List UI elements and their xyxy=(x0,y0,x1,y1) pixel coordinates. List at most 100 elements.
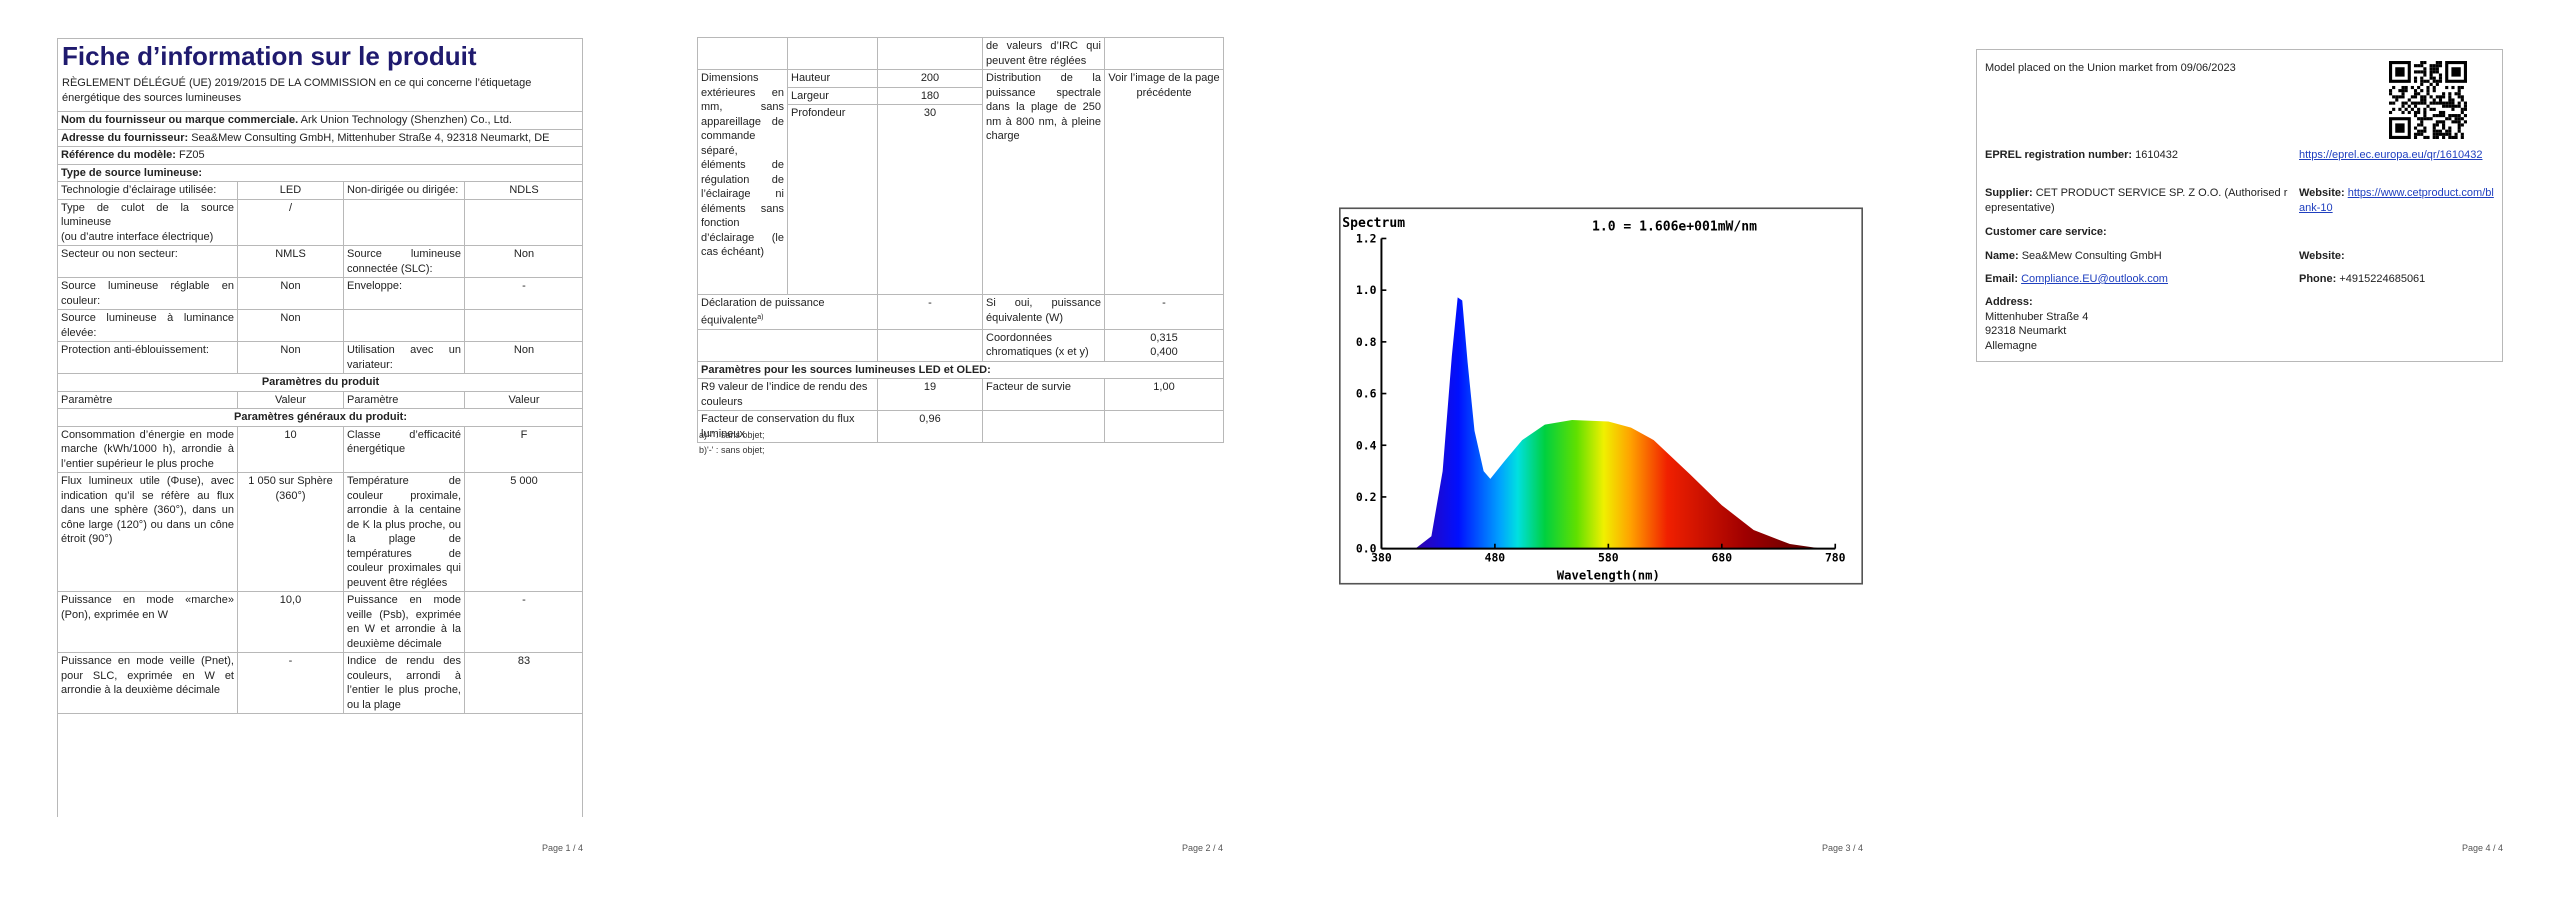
qr-module xyxy=(2420,95,2424,99)
qr-module xyxy=(2442,104,2446,108)
qr-module xyxy=(2423,98,2427,102)
qr-module xyxy=(2420,76,2424,80)
qr-module xyxy=(2442,126,2446,130)
cell: 5 000 xyxy=(464,472,582,592)
qr-module xyxy=(2451,107,2455,111)
page-2: Page 2 / 4 xyxy=(640,0,1280,905)
cell: Paramètre xyxy=(58,390,238,409)
cell: Source lumineuse à luminance élevée: xyxy=(58,309,238,342)
qr-module xyxy=(2442,135,2446,139)
y-tick-label: 0.0 xyxy=(1356,542,1377,556)
section: Paramètres pour les sources lumineuses L… xyxy=(697,360,1224,380)
address-line: Mittenhuber Straße 4 xyxy=(1985,310,2089,323)
qr-module xyxy=(2407,104,2411,108)
qr-module xyxy=(2420,123,2424,127)
qr-module xyxy=(2417,110,2421,115)
cell xyxy=(343,198,465,246)
x-tick-label: 780 xyxy=(1825,551,1846,565)
qr-module xyxy=(2423,79,2427,83)
qr-module xyxy=(2460,123,2464,127)
value: FZ05 xyxy=(178,149,205,161)
cell: Facteur de survie xyxy=(982,378,1105,412)
care-title: Customer care service: xyxy=(1985,226,2107,238)
qr-module xyxy=(2417,64,2421,68)
cell: 83 xyxy=(464,652,582,714)
section: Paramètres généraux du produit: xyxy=(58,408,582,427)
qr-module xyxy=(2423,73,2427,77)
qr-module xyxy=(2448,117,2452,121)
qr-module xyxy=(2410,95,2414,99)
cell: 30 xyxy=(877,104,983,295)
qr-module xyxy=(2460,95,2464,99)
row: Technologie d’éclairage utilisée: LED Non-… xyxy=(58,181,582,200)
page-number: Page 4 / 4 xyxy=(2461,843,2503,853)
qr-module xyxy=(2448,129,2452,133)
label: EPREL registration number: xyxy=(1985,149,2133,161)
row: Source lumineuse à luminance élevée: Non xyxy=(58,309,582,342)
cell: Valeur xyxy=(464,390,582,409)
cell xyxy=(464,198,582,246)
qr-finder xyxy=(2395,123,2405,133)
qr-module xyxy=(2423,110,2427,115)
qr-module xyxy=(2438,132,2443,136)
x-tick-label: 680 xyxy=(1711,551,1732,565)
x-tick-label: 480 xyxy=(1485,551,1506,565)
qr-module xyxy=(2423,61,2427,65)
page-number: Page 1 / 4 xyxy=(541,843,583,853)
qr-module xyxy=(2454,92,2458,96)
qr-module xyxy=(2426,104,2430,108)
cell: Profondeur xyxy=(787,104,878,295)
qr-module xyxy=(2392,101,2396,105)
address-line: Allemagne xyxy=(1985,339,2037,352)
qr-module xyxy=(2463,107,2467,111)
cell: Technologie d’éclairage utilisée: xyxy=(58,181,238,200)
value: 1610432 xyxy=(2135,149,2178,161)
qr-module xyxy=(2413,79,2418,83)
cell: 0,96 xyxy=(877,410,983,444)
row: Protection anti-éblouissement: Non Utilisa… xyxy=(58,341,582,374)
cell: R9 valeur de l’indice de rendu des coule… xyxy=(697,378,878,412)
cell: 0,315 0,400 xyxy=(1104,328,1224,362)
cell: 19 xyxy=(877,378,983,412)
qr-module xyxy=(2448,114,2452,118)
label: Email: xyxy=(1985,273,2019,285)
qr-module xyxy=(2435,67,2439,71)
website-link[interactable]: https://www.cetproduct.com/blank-10 xyxy=(2299,187,2494,214)
qr-code[interactable] xyxy=(2389,61,2467,139)
row: Paramètres du produit xyxy=(58,373,582,392)
qr-module xyxy=(2413,101,2418,105)
qr-module xyxy=(2420,117,2424,121)
label: Address: xyxy=(1985,296,2033,308)
y-tick-label: 0.8 xyxy=(1356,335,1377,349)
qr-module xyxy=(2407,110,2411,115)
supplier-web: Website: https://www.cetproduct.com/blan… xyxy=(2299,186,2497,215)
qr-module xyxy=(2460,107,2464,111)
cell: 1,00 xyxy=(1104,378,1224,412)
cell xyxy=(343,309,465,342)
qr-module xyxy=(2435,79,2439,83)
qr-module xyxy=(2389,92,2393,96)
label: Phone: xyxy=(2299,273,2337,285)
eprel-box: Model placed on the Union market from 09… xyxy=(1976,49,2503,362)
spectrum-title: Spectrum xyxy=(1342,216,1405,231)
email-link[interactable]: Compliance.EU@outlook.com xyxy=(2021,273,2168,285)
qr-module xyxy=(2435,129,2439,133)
cell xyxy=(877,328,983,362)
field: Nom du fournisseur ou marque commerciale… xyxy=(58,111,582,130)
qr-module xyxy=(2429,76,2433,80)
qr-module xyxy=(2429,117,2433,121)
eprel-link[interactable]: https://eprel.ec.europa.eu/qr/1610432 xyxy=(2299,149,2483,161)
row: Paramètre Valeur Paramètre Valeur xyxy=(58,390,582,409)
row: Largeur 180 xyxy=(698,86,1224,105)
value: CET PRODUCT SERVICE SP. Z O.O. (Authoris… xyxy=(1985,187,2288,214)
qr-module xyxy=(2420,61,2424,65)
qr-module xyxy=(2429,101,2433,105)
note: a)'-' : sans objet; xyxy=(699,430,765,440)
cell: Puissance en mode veille (Pnet), pour SL… xyxy=(58,652,238,714)
cell: Température de couleur proximale, arrond… xyxy=(343,472,465,592)
qr-module xyxy=(2423,129,2427,133)
qr-module xyxy=(2413,76,2418,80)
qr-module xyxy=(2438,114,2443,118)
row: Paramètres pour les sources lumineuses L… xyxy=(697,360,1224,380)
page-number: Page 2 / 4 xyxy=(1181,843,1223,853)
